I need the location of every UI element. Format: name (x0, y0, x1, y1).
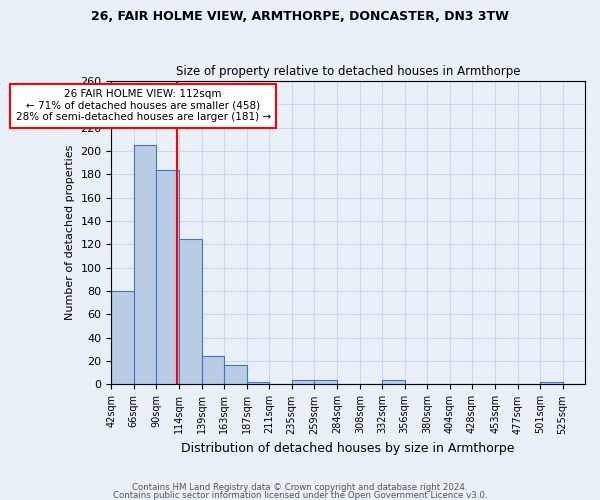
Bar (314, 380, 337, 384)
Bar (134, 145, 156, 384)
Y-axis label: Number of detached properties: Number of detached properties (65, 145, 75, 320)
Bar (382, 380, 405, 384)
Bar (540, 382, 563, 384)
Bar (202, 356, 224, 384)
Bar (292, 380, 314, 384)
Text: 26 FAIR HOLME VIEW: 112sqm
← 71% of detached houses are smaller (458)
28% of sem: 26 FAIR HOLME VIEW: 112sqm ← 71% of deta… (16, 89, 271, 122)
Bar (112, 291, 134, 384)
Title: Size of property relative to detached houses in Armthorpe: Size of property relative to detached ho… (176, 66, 520, 78)
X-axis label: Distribution of detached houses by size in Armthorpe: Distribution of detached houses by size … (181, 442, 515, 455)
Text: Contains public sector information licensed under the Open Government Licence v3: Contains public sector information licen… (113, 490, 487, 500)
Text: 26, FAIR HOLME VIEW, ARMTHORPE, DONCASTER, DN3 3TW: 26, FAIR HOLME VIEW, ARMTHORPE, DONCASTE… (91, 10, 509, 23)
Bar (179, 238, 202, 384)
Bar (224, 364, 247, 384)
Bar (247, 382, 269, 384)
Bar (156, 170, 179, 384)
Text: Contains HM Land Registry data © Crown copyright and database right 2024.: Contains HM Land Registry data © Crown c… (132, 484, 468, 492)
